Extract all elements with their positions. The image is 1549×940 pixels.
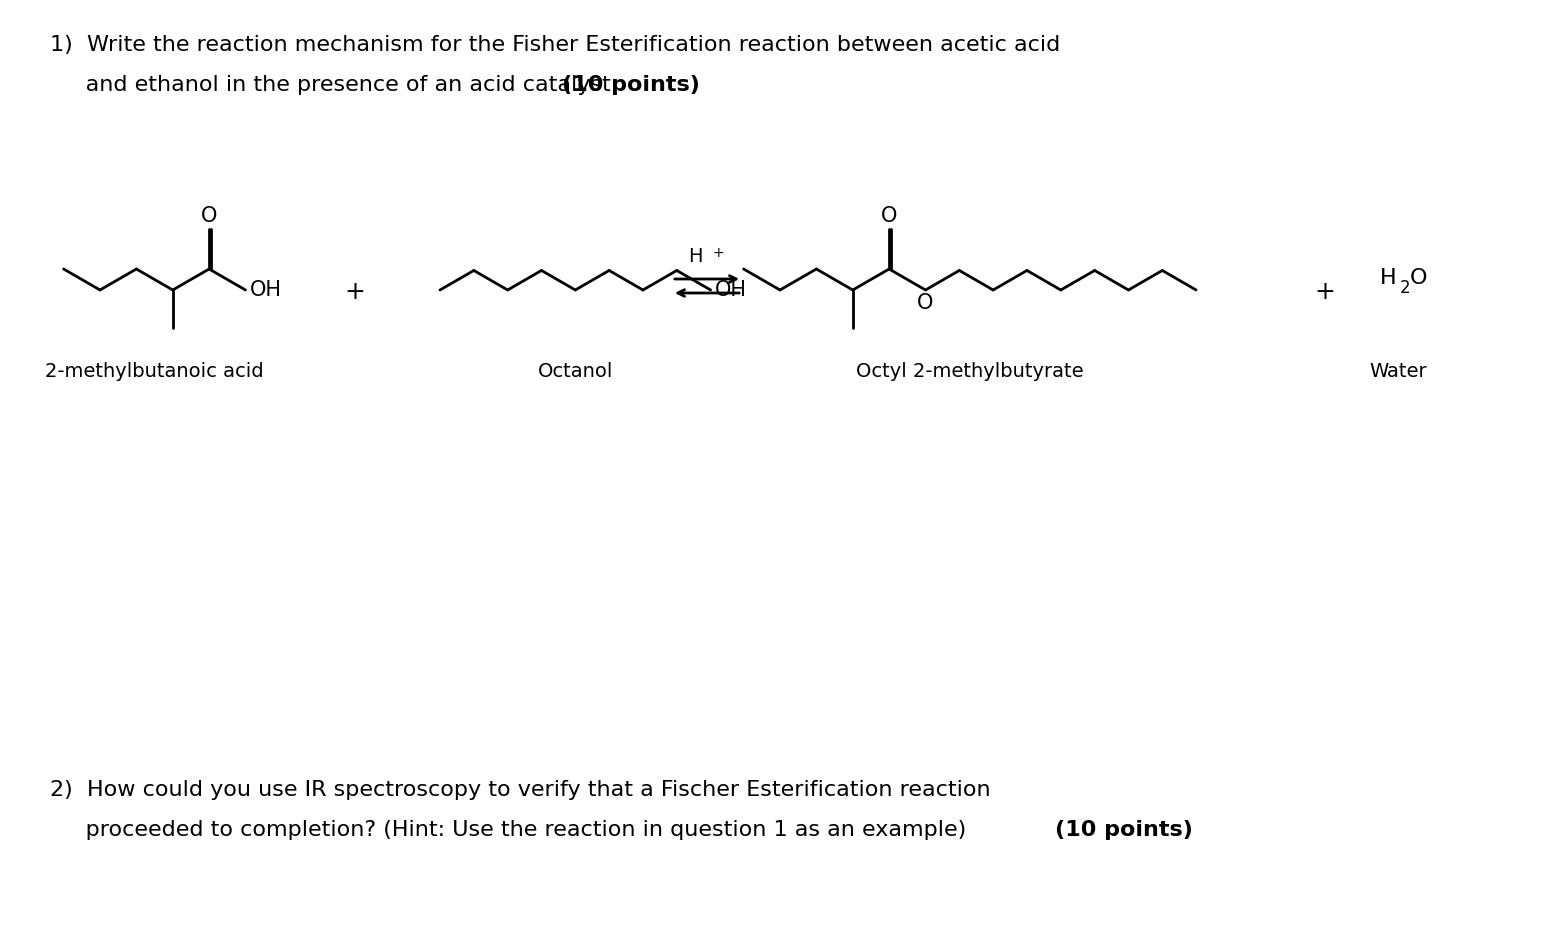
Text: Octanol: Octanol — [538, 362, 613, 381]
Text: H: H — [1380, 268, 1397, 288]
Text: 2-methylbutanoic acid: 2-methylbutanoic acid — [45, 362, 263, 381]
Text: +: + — [1315, 280, 1335, 304]
Text: O: O — [201, 206, 217, 227]
Text: OH: OH — [714, 280, 747, 300]
Text: Octyl 2-methylbutyrate: Octyl 2-methylbutyrate — [857, 362, 1084, 381]
Text: O: O — [917, 293, 934, 313]
Text: O: O — [1410, 268, 1428, 288]
Text: (10 points): (10 points) — [1055, 820, 1193, 840]
Text: proceeded to completion? (Hint: Use the reaction in question 1 as an example): proceeded to completion? (Hint: Use the … — [50, 820, 973, 840]
Text: O: O — [881, 206, 897, 227]
Text: Water: Water — [1369, 362, 1427, 381]
Text: 2: 2 — [1400, 279, 1411, 297]
Text: 2)  How could you use IR spectroscopy to verify that a Fischer Esterification re: 2) How could you use IR spectroscopy to … — [50, 780, 991, 800]
Text: (10 points): (10 points) — [562, 75, 700, 95]
Text: +: + — [713, 246, 723, 260]
Text: and ethanol in the presence of an acid catalyst.: and ethanol in the presence of an acid c… — [50, 75, 624, 95]
Text: 1)  Write the reaction mechanism for the Fisher Esterification reaction between : 1) Write the reaction mechanism for the … — [50, 35, 1060, 55]
Text: H: H — [688, 247, 703, 266]
Text: OH: OH — [249, 280, 282, 300]
Text: +: + — [344, 280, 366, 304]
